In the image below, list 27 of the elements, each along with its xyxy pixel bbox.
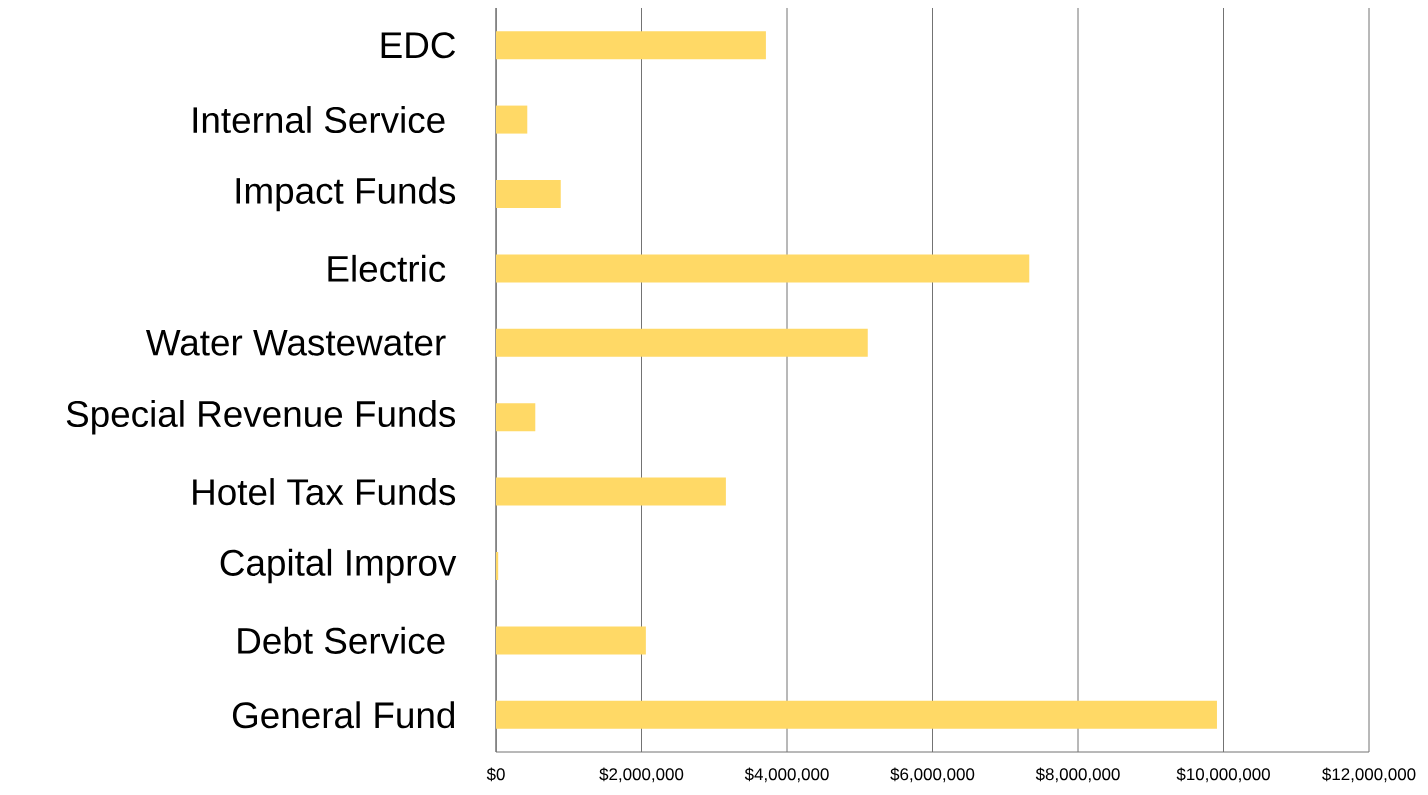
bar (496, 700, 1217, 729)
x-tick-label: $8,000,000 (1035, 767, 1120, 783)
y-tick-label: Water Wastewater (145, 329, 446, 356)
y-tick-label: Debt Service (238, 626, 445, 654)
x-tick-label: $2,000,000 (599, 767, 684, 783)
y-tick-label: Impact Funds (236, 176, 456, 212)
y-tick-label: Capital Improv (220, 548, 457, 584)
y-tick-label: General Fund (232, 701, 455, 729)
y-tick-label: Special Revenue Funds (66, 400, 456, 435)
y-tick-label: EDC (381, 32, 456, 59)
x-tick-label: $10,000,000 (1176, 767, 1270, 783)
y-tick-label: Electric (328, 254, 446, 282)
bar (496, 31, 766, 60)
y-tick-label: Hotel Tax Funds (193, 478, 456, 506)
bar (496, 254, 1030, 283)
x-tick-label: $6,000,000 (890, 767, 975, 783)
x-tick-label: $0 (486, 767, 505, 782)
bar (496, 328, 868, 357)
bar (496, 179, 561, 208)
bar (496, 477, 726, 506)
bar (496, 552, 499, 580)
bar (496, 105, 528, 134)
bar (496, 403, 536, 432)
x-tick-label: $12,000,000 (1322, 767, 1416, 783)
y-tick-label: Internal Service (193, 106, 445, 134)
bar (496, 626, 646, 655)
x-tick-label: $4,000,000 (744, 767, 829, 783)
